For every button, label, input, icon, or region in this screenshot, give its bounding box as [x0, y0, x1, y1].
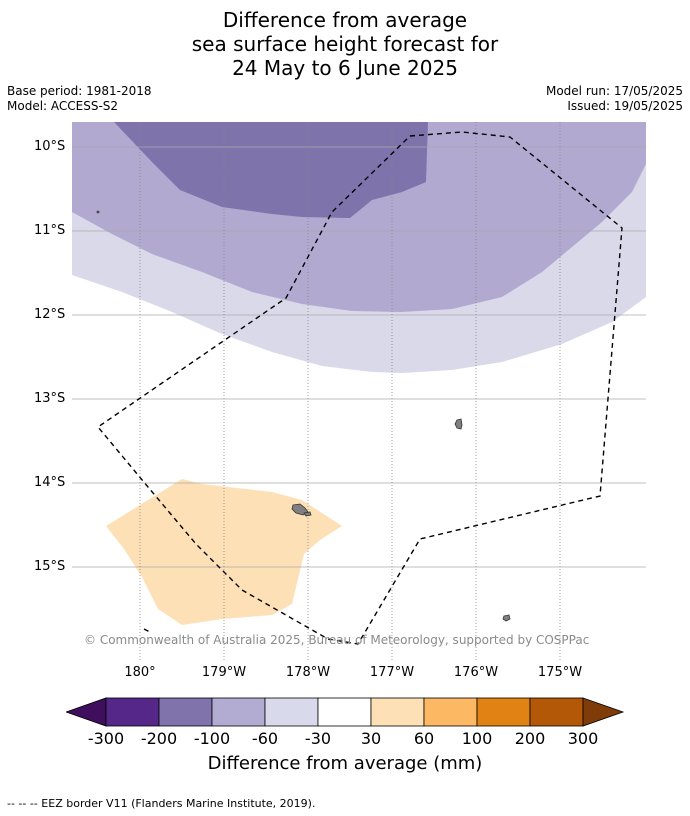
meta-left: Base period: 1981-2018 Model: ACCESS-S2 — [7, 84, 152, 114]
lon-label-177w: 177°W — [369, 665, 415, 680]
colorbar-label-9: 200 — [514, 729, 546, 748]
island-d — [502, 614, 511, 622]
lat-label-14s: 14°S — [34, 475, 66, 490]
model-run: Model run: 17/05/2025 — [545, 84, 683, 98]
colorbar-label-8: 100 — [461, 729, 493, 748]
colorbar-segment-9 — [529, 697, 584, 727]
lon-label-179w: 179°W — [201, 665, 247, 680]
lat-label-12s: 12°S — [34, 307, 66, 322]
islands — [96, 210, 511, 622]
anomaly-band-dark — [114, 122, 428, 218]
model-name: Model: ACCESS-S2 — [7, 99, 119, 113]
island-e — [96, 210, 100, 214]
colorbar-label-4: -60 — [251, 729, 279, 748]
copyright-credit: © Commonwealth of Australia 2025, Bureau… — [84, 633, 590, 647]
colorbar-label-1: -300 — [87, 729, 125, 748]
eez-legend-note: -- -- -- EEZ border V11 (Flanders Marine… — [7, 797, 316, 810]
map-panel — [72, 122, 646, 662]
colorbar-label-5: -30 — [304, 729, 332, 748]
lon-label-176w: 176°W — [453, 665, 499, 680]
colorbar-label-6: 30 — [360, 729, 382, 748]
lat-label-13s: 13°S — [34, 391, 66, 406]
colorbar-label-2: -200 — [140, 729, 178, 748]
colorbar-segment-2 — [158, 697, 213, 727]
colorbar-segment-6 — [370, 697, 425, 727]
eez-border — [96, 131, 623, 645]
colorbar-arrow-left — [66, 697, 107, 727]
colorbar-segment-8 — [476, 697, 531, 727]
longitude-gridlines — [139, 122, 561, 662]
island-b — [303, 511, 312, 517]
lat-label-15s: 15°S — [34, 559, 66, 574]
eez-border-fragment — [143, 628, 153, 634]
colorbar-segment-3 — [211, 697, 266, 727]
lat-label-10s: 10°S — [34, 139, 66, 154]
chart-title: Difference from average sea surface heig… — [0, 8, 690, 80]
base-period: Base period: 1981-2018 — [7, 84, 152, 98]
colorbar-label-10: 300 — [567, 729, 599, 748]
meta-right: Model run: 17/05/2025 Issued: 19/05/2025 — [546, 84, 683, 114]
colorbar-segment-5 — [317, 697, 372, 727]
issued-date: Issued: 19/05/2025 — [567, 99, 683, 113]
lon-label-180: 180° — [124, 665, 156, 680]
title-line-1: Difference from average — [222, 8, 468, 32]
colorbar-label-3: -100 — [193, 729, 231, 748]
lon-label-178w: 178°W — [285, 665, 331, 680]
colorbar-title: Difference from average (mm) — [207, 753, 483, 774]
colorbar — [66, 697, 625, 727]
lat-label-11s: 11°S — [34, 223, 66, 238]
colorbar-segment-1 — [105, 697, 160, 727]
colorbar-segment-7 — [423, 697, 478, 727]
title-line-3: 24 May to 6 June 2025 — [232, 56, 458, 80]
title-line-2: sea surface height forecast for — [191, 32, 499, 56]
colorbar-label-7: 60 — [413, 729, 435, 748]
latitude-gridlines — [72, 146, 646, 568]
colorbar-arrow-right — [582, 697, 625, 727]
lon-label-175w: 175°W — [537, 665, 583, 680]
colorbar-segment-4 — [264, 697, 319, 727]
island-c — [454, 418, 463, 430]
